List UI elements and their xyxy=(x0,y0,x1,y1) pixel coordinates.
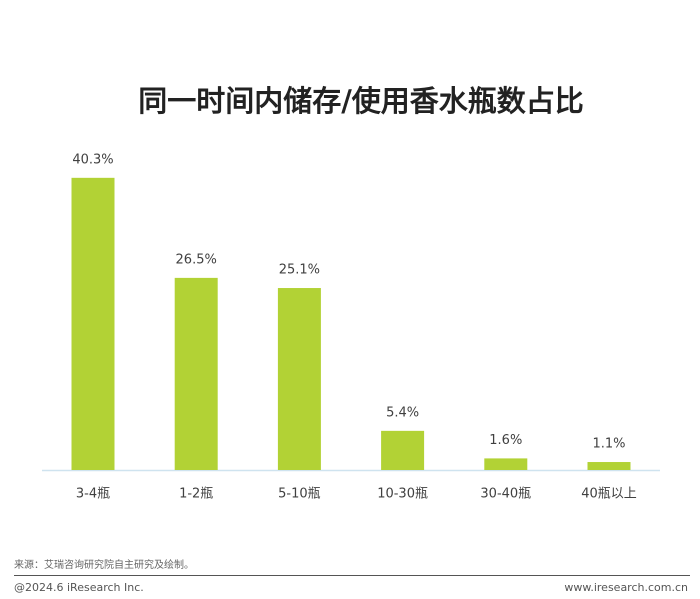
x-tick-label: 5-10瓶 xyxy=(278,487,321,502)
copyright: @2024.6 iResearch Inc. xyxy=(14,581,144,594)
value-label: 1.6% xyxy=(489,433,522,448)
bar xyxy=(71,177,115,470)
x-tick-label: 30-40瓶 xyxy=(480,487,531,502)
chart-title: 同一时间内储存/使用香水瓶数占比 xyxy=(138,84,584,118)
value-label: 5.4% xyxy=(386,405,419,420)
value-label: 40.3% xyxy=(72,152,113,167)
x-tick-label: 1-2瓶 xyxy=(179,487,213,502)
website: www.iresearch.com.cn xyxy=(564,581,688,594)
value-label: 25.1% xyxy=(279,263,320,278)
bar xyxy=(174,277,218,470)
x-tick-label: 10-30瓶 xyxy=(377,487,428,502)
bar xyxy=(277,288,321,470)
value-label: 26.5% xyxy=(176,252,217,267)
x-tick-label: 3-4瓶 xyxy=(76,487,110,502)
x-tick-label: 40瓶以上 xyxy=(581,487,637,502)
value-label: 1.1% xyxy=(592,437,625,452)
source-note: 来源：艾瑞咨询研究院自主研究及绘制。 xyxy=(14,558,194,571)
bar xyxy=(381,430,425,470)
bar xyxy=(484,458,528,470)
bar xyxy=(587,462,631,470)
